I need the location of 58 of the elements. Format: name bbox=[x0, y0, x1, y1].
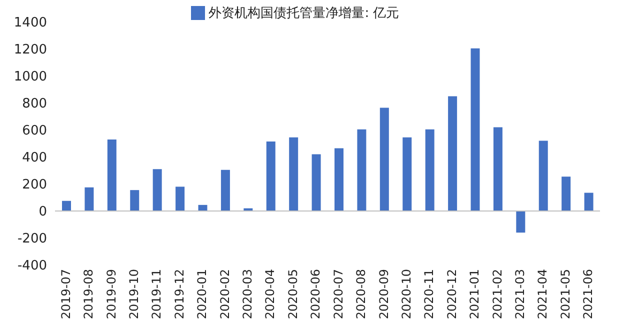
x-tick-label: 2021-01 bbox=[468, 269, 482, 320]
bar bbox=[516, 211, 526, 233]
bar bbox=[220, 170, 230, 211]
y-tick-label: 1200 bbox=[14, 42, 47, 58]
bar bbox=[266, 141, 276, 211]
x-tick-label: 2020-07 bbox=[331, 269, 346, 320]
bar bbox=[176, 186, 185, 211]
x-tick-label: 2021-05 bbox=[558, 269, 572, 320]
y-tick-label: 800 bbox=[22, 96, 47, 112]
x-tick-label: 2020-08 bbox=[354, 269, 368, 320]
x-tick-label: 2019-11 bbox=[150, 269, 164, 320]
x-tick-label: 2021-03 bbox=[513, 269, 528, 320]
x-tick-label: 2020-11 bbox=[422, 269, 436, 320]
x-tick-label: 2021-06 bbox=[581, 269, 596, 320]
x-tick-label: 2020-09 bbox=[376, 269, 391, 320]
x-tick-label: 2020-02 bbox=[218, 269, 232, 320]
bar bbox=[130, 190, 140, 211]
bar bbox=[289, 137, 298, 211]
x-tick-label: 2021-04 bbox=[536, 269, 550, 320]
bar bbox=[312, 154, 321, 211]
y-tick-label: 200 bbox=[22, 178, 47, 193]
bar bbox=[84, 187, 94, 211]
y-tick-label: 400 bbox=[22, 150, 47, 166]
x-tick-label: 2019-07 bbox=[58, 269, 73, 320]
bar bbox=[152, 169, 162, 211]
y-tick-label: 0 bbox=[38, 204, 47, 220]
bar bbox=[334, 148, 344, 211]
x-tick-label: 2020-05 bbox=[286, 269, 300, 320]
y-tick-label: 600 bbox=[22, 124, 47, 139]
bar bbox=[584, 192, 594, 211]
x-tick-label: 2020-10 bbox=[400, 269, 414, 320]
y-tick-label: -200 bbox=[17, 232, 47, 247]
bar bbox=[425, 129, 434, 211]
x-tick-label: 2019-12 bbox=[172, 269, 186, 320]
x-tick-label: 2021-02 bbox=[490, 269, 504, 320]
bar bbox=[402, 137, 412, 211]
x-tick-label: 2020-04 bbox=[263, 269, 278, 320]
y-tick-label: 1000 bbox=[14, 70, 47, 85]
bar bbox=[493, 127, 502, 211]
y-tick-label: -400 bbox=[17, 258, 47, 274]
x-tick-label: 2020-01 bbox=[195, 269, 210, 320]
bar bbox=[357, 129, 366, 211]
bar bbox=[62, 200, 71, 211]
x-tick-label: 2020-06 bbox=[308, 269, 323, 320]
bar bbox=[380, 108, 389, 211]
y-tick-label: 1400 bbox=[14, 16, 47, 31]
x-tick-label: 2019-09 bbox=[104, 269, 118, 320]
x-tick-label: 2020-12 bbox=[444, 269, 459, 320]
bar bbox=[198, 204, 208, 211]
bar bbox=[448, 96, 458, 211]
bar bbox=[107, 139, 116, 211]
x-tick-label: 2020-03 bbox=[240, 269, 255, 320]
bar bbox=[562, 176, 571, 211]
x-tick-label: 2019-10 bbox=[127, 269, 141, 320]
x-tick-label: 2019-08 bbox=[82, 269, 96, 320]
bar bbox=[470, 48, 480, 211]
legend-label: 外资机构国债托管量净增量: 亿元 bbox=[208, 6, 400, 21]
bar bbox=[538, 140, 548, 211]
